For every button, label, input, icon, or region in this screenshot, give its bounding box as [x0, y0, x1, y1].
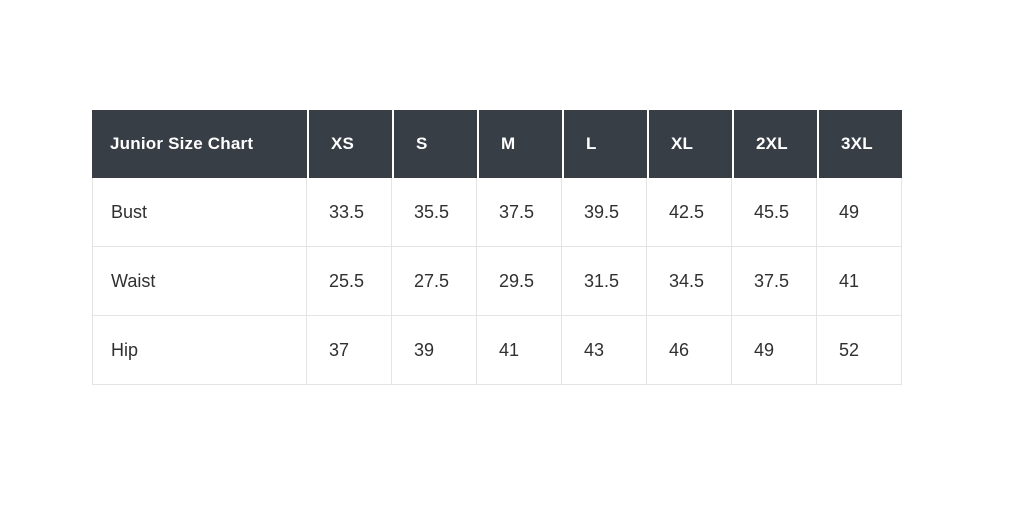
- column-header-3xl: 3XL: [817, 110, 902, 178]
- row-label-bust: Bust: [92, 178, 307, 247]
- cell-hip-3xl: 52: [817, 316, 902, 385]
- cell-waist-xl: 34.5: [647, 247, 732, 316]
- cell-bust-s: 35.5: [392, 178, 477, 247]
- header-row: Junior Size Chart XS S M L XL 2XL 3XL: [92, 110, 902, 178]
- cell-hip-2xl: 49: [732, 316, 817, 385]
- table-row-waist: Waist 25.5 27.5 29.5 31.5 34.5 37.5 41: [92, 247, 902, 316]
- cell-bust-l: 39.5: [562, 178, 647, 247]
- cell-waist-s: 27.5: [392, 247, 477, 316]
- cell-bust-xs: 33.5: [307, 178, 392, 247]
- junior-size-chart-table: Junior Size Chart XS S M L XL 2XL 3XL Bu…: [92, 110, 902, 385]
- column-header-xs: XS: [307, 110, 392, 178]
- column-header-l: L: [562, 110, 647, 178]
- cell-waist-xs: 25.5: [307, 247, 392, 316]
- cell-waist-l: 31.5: [562, 247, 647, 316]
- cell-hip-xl: 46: [647, 316, 732, 385]
- cell-hip-s: 39: [392, 316, 477, 385]
- cell-bust-m: 37.5: [477, 178, 562, 247]
- column-header-s: S: [392, 110, 477, 178]
- cell-hip-m: 41: [477, 316, 562, 385]
- row-label-hip: Hip: [92, 316, 307, 385]
- cell-bust-xl: 42.5: [647, 178, 732, 247]
- cell-waist-m: 29.5: [477, 247, 562, 316]
- cell-waist-3xl: 41: [817, 247, 902, 316]
- column-header-m: M: [477, 110, 562, 178]
- cell-waist-2xl: 37.5: [732, 247, 817, 316]
- size-chart-container: Junior Size Chart XS S M L XL 2XL 3XL Bu…: [92, 110, 902, 385]
- table-row-bust: Bust 33.5 35.5 37.5 39.5 42.5 45.5 49: [92, 178, 902, 247]
- row-label-waist: Waist: [92, 247, 307, 316]
- cell-hip-xs: 37: [307, 316, 392, 385]
- cell-bust-3xl: 49: [817, 178, 902, 247]
- cell-bust-2xl: 45.5: [732, 178, 817, 247]
- table-title: Junior Size Chart: [92, 110, 307, 178]
- column-header-2xl: 2XL: [732, 110, 817, 178]
- cell-hip-l: 43: [562, 316, 647, 385]
- column-header-xl: XL: [647, 110, 732, 178]
- table-row-hip: Hip 37 39 41 43 46 49 52: [92, 316, 902, 385]
